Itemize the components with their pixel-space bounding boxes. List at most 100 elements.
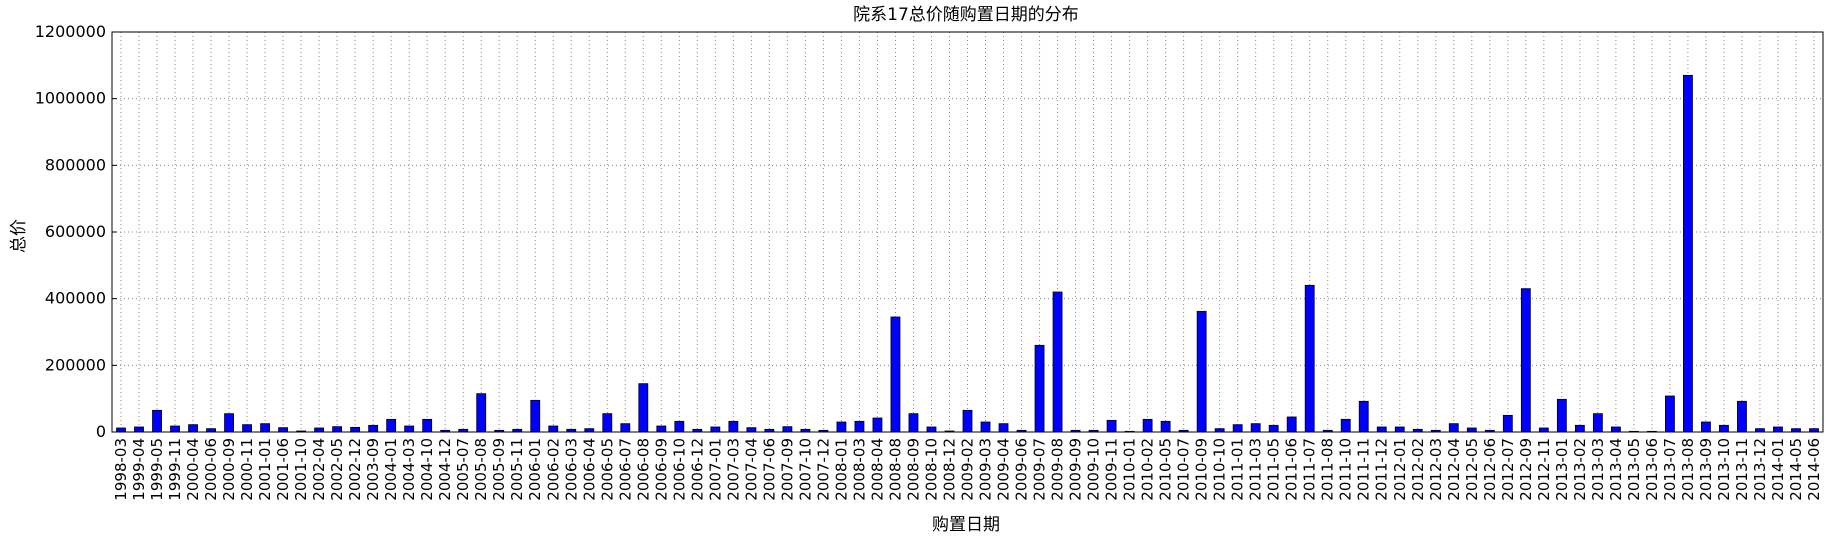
bar (1358, 400, 1369, 433)
x-tick-label: 2013-04 (1607, 438, 1625, 501)
x-tick-label: 2004-12 (436, 438, 454, 501)
bar (422, 418, 433, 433)
bar (1737, 400, 1747, 433)
bar (998, 423, 1009, 433)
x-tick-label: 2009-08 (1049, 438, 1067, 501)
bar (1286, 416, 1297, 433)
x-tick-label: 2013-07 (1661, 438, 1679, 501)
x-tick-label: 2009-10 (1085, 438, 1103, 501)
bar (1665, 395, 1675, 433)
x-tick-label: 2010-07 (1175, 438, 1193, 501)
x-tick-label: 2007-04 (742, 438, 760, 501)
x-tick-label: 2000-09 (220, 438, 238, 501)
x-tick-label: 2002-05 (328, 438, 346, 501)
x-tick-label: 2013-12 (1751, 438, 1769, 501)
x-tick-label: 2007-10 (796, 438, 814, 501)
x-tick-label: 2013-11 (1733, 438, 1751, 501)
bar (1574, 424, 1585, 433)
y-tick-label: 200000 (45, 355, 106, 374)
x-tick-label: 2013-08 (1679, 438, 1697, 501)
x-tick-label: 2013-06 (1643, 438, 1661, 501)
x-tick-label: 2011-10 (1337, 438, 1355, 501)
x-tick-label: 2007-01 (706, 438, 724, 501)
bar (1701, 421, 1711, 433)
bar (872, 417, 883, 433)
bar (1683, 74, 1693, 433)
x-tick-label: 2005-11 (508, 438, 526, 501)
x-tick-label: 2008-12 (940, 438, 958, 501)
bar (404, 425, 415, 433)
x-tick-label: 2014-06 (1805, 438, 1823, 501)
bar (1466, 427, 1477, 433)
x-tick-label: 2012-07 (1499, 438, 1517, 501)
x-tick-label: 2011-08 (1319, 438, 1337, 501)
bar (710, 426, 721, 433)
x-tick-label: 2009-04 (995, 438, 1013, 501)
x-tick-label: 2013-05 (1625, 438, 1643, 501)
x-tick-label: 2013-02 (1571, 438, 1589, 501)
x-tick-label: 2013-01 (1553, 438, 1571, 501)
bar (278, 427, 289, 433)
bar (188, 424, 198, 433)
bar (638, 383, 649, 433)
bar (332, 426, 343, 433)
x-tick-label: 2004-03 (400, 438, 418, 501)
bar (926, 426, 937, 433)
x-tick-label: 2007-09 (778, 438, 796, 501)
x-tick-label: 2000-11 (238, 438, 256, 501)
x-tick-label: 2009-03 (977, 438, 995, 501)
x-tick-label: 2007-12 (814, 438, 832, 501)
x-tick-label: 2014-01 (1769, 438, 1787, 501)
bar (854, 420, 865, 433)
x-tick-label: 2010-09 (1193, 438, 1211, 501)
x-tick-label: 2011-03 (1247, 438, 1265, 501)
x-tick-label: 2006-09 (652, 438, 670, 501)
x-tick-label: 2013-10 (1715, 438, 1733, 501)
x-tick-label: 2001-10 (292, 438, 310, 501)
bar (1592, 413, 1603, 433)
bar (656, 425, 667, 433)
bar (530, 399, 541, 433)
bar (476, 393, 487, 433)
x-tick-label: 2009-11 (1103, 438, 1121, 501)
x-tick-label: 2010-01 (1121, 438, 1139, 501)
x-tick-label: 2011-06 (1283, 438, 1301, 501)
x-tick-label: 1999-05 (148, 438, 166, 501)
bar (962, 409, 973, 433)
x-tick-label: 2009-06 (1013, 438, 1031, 501)
x-tick-label: 2011-05 (1265, 438, 1283, 501)
x-tick-label: 2010-02 (1139, 438, 1157, 501)
bar (980, 421, 991, 433)
x-tick-label: 2011-12 (1373, 438, 1391, 501)
x-tick-label: 1998-03 (112, 438, 130, 501)
x-tick-label: 2008-10 (922, 438, 940, 501)
plot-frame (111, 31, 1824, 433)
bar (836, 421, 847, 433)
x-tick-label: 2012-03 (1427, 438, 1445, 501)
y-tick-label: 1000000 (35, 89, 106, 108)
x-tick-label: 2012-04 (1445, 438, 1463, 501)
x-tick-label: 2012-02 (1409, 438, 1427, 501)
x-tick-label: 2005-09 (490, 438, 508, 501)
bar (602, 413, 613, 433)
x-tick-label: 2013-03 (1589, 438, 1607, 501)
bar (1448, 423, 1459, 433)
x-tick-label: 2006-07 (616, 438, 634, 501)
bar (674, 420, 685, 433)
x-tick-label: 2012-05 (1463, 438, 1481, 501)
chart-title: 院系17总价随购置日期的分布 (853, 5, 1079, 25)
bar (1376, 426, 1387, 433)
x-tick-label: 2006-05 (598, 438, 616, 501)
bar (1250, 423, 1261, 433)
x-axis-label: 购置日期 (932, 515, 1000, 535)
x-tick-label: 2006-08 (634, 438, 652, 501)
x-tick-label: 2009-02 (959, 438, 977, 501)
bar (1520, 288, 1531, 433)
x-tick-label: 2006-10 (670, 438, 688, 501)
bar (1340, 418, 1351, 433)
bar (890, 316, 901, 433)
x-tick-label: 2001-01 (256, 438, 274, 501)
y-tick-label: 800000 (45, 155, 106, 174)
bar (728, 420, 739, 433)
x-tick-label: 2002-04 (310, 438, 328, 501)
